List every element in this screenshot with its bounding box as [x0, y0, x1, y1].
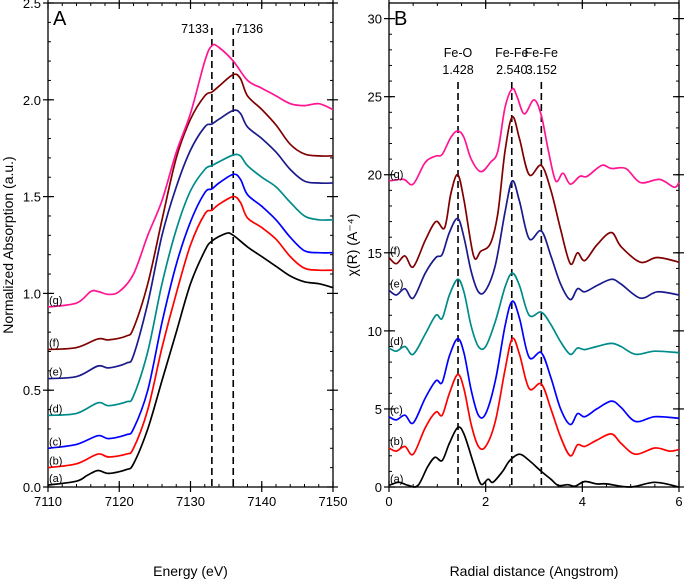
x-tick-label: 7150	[319, 494, 348, 509]
series-line-f	[388, 116, 680, 269]
x-tick-label: 7130	[176, 494, 205, 509]
series-label: (b)	[390, 436, 403, 448]
series-line-c	[388, 300, 680, 426]
y-tick-label: 5	[375, 402, 382, 417]
y-tick-label: 30	[368, 12, 382, 27]
annotation-energy: 7133	[181, 22, 209, 36]
annotation-bond: Fe-Fe	[525, 46, 558, 60]
y-tick-label: 0	[375, 480, 382, 495]
series-line-f	[47, 73, 334, 351]
series-line-g	[388, 87, 680, 189]
y-tick-label: 0.0	[23, 480, 41, 495]
x-tick-label: 7120	[105, 494, 134, 509]
series-label: (b)	[49, 456, 62, 468]
series-line-e	[47, 109, 334, 380]
series-line-d	[47, 153, 334, 417]
panel-b: 0 2 4 6 0 5 10 15 20 25 30 Radial distance (Angstro…	[344, 0, 684, 579]
series-label: (d)	[49, 403, 62, 415]
x-tick-label: 7110	[34, 494, 62, 509]
series-label: (a)	[49, 473, 62, 485]
x-tick-label: 0	[385, 494, 392, 509]
series-line-a	[47, 232, 334, 486]
series-label: (c)	[49, 436, 62, 448]
y-axis-title: χ(R) (A⁻⁴)	[344, 214, 360, 277]
series-label: (f)	[49, 338, 59, 350]
series-label: (d)	[390, 336, 403, 348]
series-label: (f)	[390, 245, 400, 257]
y-tick-label: 2.0	[23, 93, 41, 108]
annotation-energy: 7136	[235, 22, 263, 36]
x-tick-label: 6	[675, 494, 682, 509]
panel-label: B	[394, 8, 407, 30]
series-label: (e)	[390, 278, 403, 290]
y-tick-label: 1.5	[23, 190, 41, 205]
y-tick-label: 15	[368, 246, 382, 261]
x-tick-label: 2	[482, 494, 489, 509]
series-line-g	[47, 43, 334, 308]
y-tick-label: 1.0	[23, 286, 41, 301]
annotation-distance: 2.540	[496, 63, 527, 77]
series-line-d	[388, 272, 680, 356]
panel-label: A	[53, 8, 67, 30]
y-tick-label: 2.5	[23, 0, 41, 11]
series-line-e	[388, 180, 680, 301]
series-line-c	[47, 173, 334, 450]
x-tick-label: 7140	[247, 494, 276, 509]
x-axis-title: Radial distance (Angstrom)	[450, 563, 619, 579]
annotation-bond: Fe-O	[444, 46, 473, 60]
series-label: (g)	[49, 295, 62, 307]
y-tick-label: 0.5	[23, 383, 41, 398]
annotation-distance: 1.428	[442, 63, 473, 77]
series-label: (g)	[390, 169, 403, 181]
series-label: (c)	[390, 405, 403, 417]
annotation-bond: Fe-Fe	[495, 46, 528, 60]
series-line-b	[47, 195, 334, 469]
series-label: (e)	[49, 367, 62, 379]
x-axis-title: Energy (eV)	[153, 563, 228, 579]
y-axis-title: Normalized Absorption (a.u.)	[0, 156, 16, 333]
annotation-distance: 3.152	[526, 63, 557, 77]
series-label: (a)	[390, 473, 403, 485]
series-line-a	[388, 426, 680, 488]
panel-a: 7110 7120 7130 7140 7150 0.0 0.5 1.0 1.5 2.0 2.5 En…	[0, 0, 347, 579]
series-line-b	[388, 337, 680, 457]
x-tick-label: 4	[579, 494, 586, 509]
y-tick-label: 25	[368, 90, 382, 105]
y-tick-label: 20	[368, 168, 382, 183]
y-tick-label: 10	[368, 324, 382, 339]
